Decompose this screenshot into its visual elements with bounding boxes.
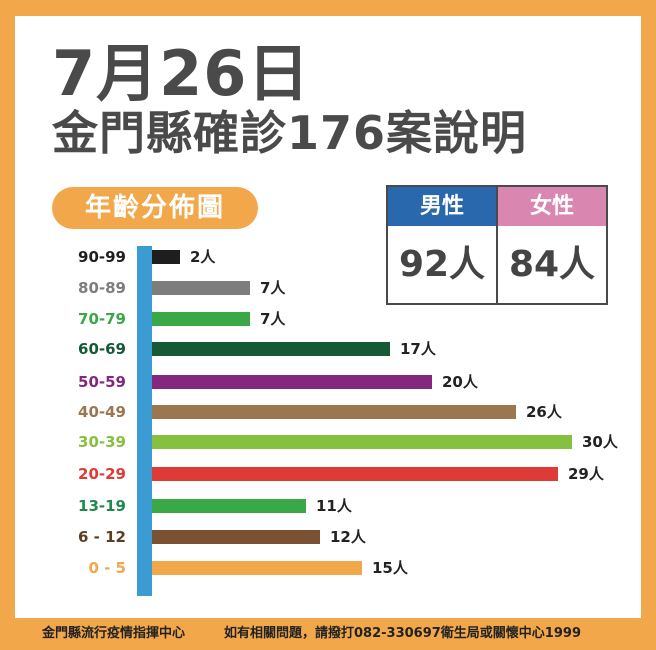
content-panel <box>15 16 641 618</box>
count-label: 17人 <box>400 340 436 358</box>
footer-org: 金門縣流行疫情指揮中心 <box>42 626 186 641</box>
age-range-label: 50-59 <box>78 373 126 391</box>
footer-contact: 如有相關問題，請撥打082-330697衛生局或關懷中心1999 <box>224 626 581 641</box>
age-distribution-label: 年齡分佈圖 <box>52 187 258 229</box>
male-column: 男性 92人 <box>388 187 496 303</box>
age-range-label: 13-19 <box>78 497 126 515</box>
count-label: 30人 <box>582 433 618 451</box>
bar <box>152 467 558 481</box>
female-column: 女性 84人 <box>496 187 606 303</box>
bar-row: 30-39 30人 <box>0 434 656 450</box>
count-label: 7人 <box>260 279 286 297</box>
count-label: 26人 <box>526 403 562 421</box>
chart-axis <box>137 246 152 596</box>
gender-table: 男性 92人 女性 84人 <box>386 185 608 305</box>
count-label: 12人 <box>330 528 366 546</box>
date-title: 7月26日 <box>52 37 311 110</box>
count-label: 15人 <box>372 559 408 577</box>
female-header: 女性 <box>498 187 606 226</box>
bar <box>152 405 516 419</box>
male-count: 92人 <box>398 244 486 285</box>
bar <box>152 342 390 356</box>
bar-row: 20-29 29人 <box>0 466 656 482</box>
age-range-label: 6 - 12 <box>78 528 126 546</box>
bar-row: 13-19 11人 <box>0 498 656 514</box>
bar <box>152 312 250 326</box>
bar-row: 50-59 20人 <box>0 374 656 390</box>
bar-row: 0 - 5 15人 <box>0 560 656 576</box>
bar-row: 70-79 7人 <box>0 311 656 327</box>
age-range-label: 0 - 5 <box>88 559 126 577</box>
bar-row: 80-89 7人 <box>0 280 656 296</box>
bar-row: 90-99 2人 <box>0 249 656 265</box>
bar <box>152 435 572 449</box>
age-range-label: 80-89 <box>78 279 126 297</box>
bar-row: 60-69 17人 <box>0 341 656 357</box>
bar <box>152 530 320 544</box>
bar <box>152 250 180 264</box>
count-label: 20人 <box>442 373 478 391</box>
count-label: 29人 <box>568 465 604 483</box>
count-label: 7人 <box>260 310 286 328</box>
case-subtitle: 金門縣確診176案說明 <box>52 106 528 160</box>
age-range-label: 60-69 <box>78 340 126 358</box>
age-range-label: 30-39 <box>78 433 126 451</box>
bar-row: 6 - 12 12人 <box>0 529 656 545</box>
bar <box>152 561 362 575</box>
age-range-label: 90-99 <box>78 248 126 266</box>
age-range-label: 70-79 <box>78 310 126 328</box>
count-label: 11人 <box>316 497 352 515</box>
bar-row: 40-49 26人 <box>0 404 656 420</box>
bar <box>152 281 250 295</box>
age-range-label: 20-29 <box>78 465 126 483</box>
bar <box>152 499 306 513</box>
male-header: 男性 <box>388 187 496 226</box>
age-range-label: 40-49 <box>78 403 126 421</box>
bar <box>152 375 432 389</box>
count-label: 2人 <box>190 248 216 266</box>
female-count: 84人 <box>508 244 596 285</box>
